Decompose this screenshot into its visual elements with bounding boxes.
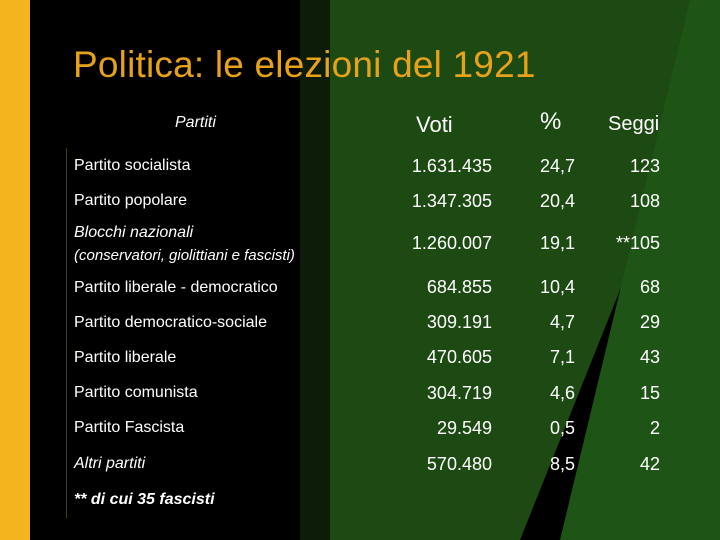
seats-value: 108 bbox=[629, 191, 660, 211]
percent-value: 0,5 bbox=[549, 418, 575, 438]
footnote: ** di cui 35 fascisti bbox=[74, 491, 215, 508]
party-name: Altri partiti bbox=[74, 455, 146, 472]
votes-value: 29.549 bbox=[436, 418, 492, 438]
party-name: Partito popolare bbox=[74, 192, 187, 209]
accent-bar bbox=[0, 0, 30, 540]
green-triangle-top bbox=[300, 0, 720, 540]
party-name: Blocchi nazionali bbox=[74, 224, 194, 241]
seats-value: 29 bbox=[639, 312, 660, 332]
seats-value: 123 bbox=[629, 156, 660, 176]
party-name: Partito liberale - democratico bbox=[74, 279, 278, 296]
party-name: Partito democratico-sociale bbox=[74, 314, 267, 331]
votes-value: 309.191 bbox=[426, 312, 492, 332]
party-subtitle: (conservatori, giolittiani e fascisti) bbox=[74, 247, 295, 264]
party-name: Partito liberale bbox=[74, 349, 177, 366]
votes-value: 1.347.305 bbox=[411, 191, 492, 211]
seats-value: 2 bbox=[649, 418, 660, 438]
party-name: Partito Fascista bbox=[74, 419, 185, 436]
dark-wedge bbox=[30, 0, 300, 540]
votes-value: 570.480 bbox=[426, 454, 492, 474]
seats-value: 68 bbox=[639, 277, 660, 297]
percent-value: 4,6 bbox=[549, 383, 575, 403]
seats-value: 42 bbox=[639, 454, 660, 474]
header-partiti: Partiti bbox=[175, 114, 216, 131]
percent-value: 4,7 bbox=[549, 312, 575, 332]
percent-value: 19,1 bbox=[539, 233, 575, 253]
percent-value: 8,5 bbox=[549, 454, 575, 474]
party-name: Partito socialista bbox=[74, 157, 191, 174]
dark-diagonal bbox=[300, 0, 330, 540]
votes-value: 470.605 bbox=[426, 347, 492, 367]
green-triangle-right bbox=[560, 0, 720, 540]
seats-value: 43 bbox=[639, 347, 660, 367]
votes-value: 1.260.007 bbox=[411, 233, 492, 253]
header-seggi: Seggi bbox=[608, 113, 660, 135]
seats-value: 15 bbox=[639, 383, 660, 403]
slide-title: Politica: le elezioni del 1921 bbox=[73, 44, 536, 85]
party-name: Partito comunista bbox=[74, 384, 198, 401]
percent-value: 24,7 bbox=[539, 156, 575, 176]
divider-line bbox=[66, 148, 67, 518]
votes-value: 684.855 bbox=[426, 277, 492, 297]
votes-value: 1.631.435 bbox=[411, 156, 492, 176]
percent-value: 10,4 bbox=[539, 277, 575, 297]
header-percent: % bbox=[540, 108, 562, 135]
votes-value: 304.719 bbox=[426, 383, 492, 403]
seats-value: **105 bbox=[615, 233, 660, 253]
percent-value: 20,4 bbox=[539, 191, 575, 211]
percent-value: 7,1 bbox=[549, 347, 575, 367]
header-voti: Voti bbox=[416, 112, 453, 137]
